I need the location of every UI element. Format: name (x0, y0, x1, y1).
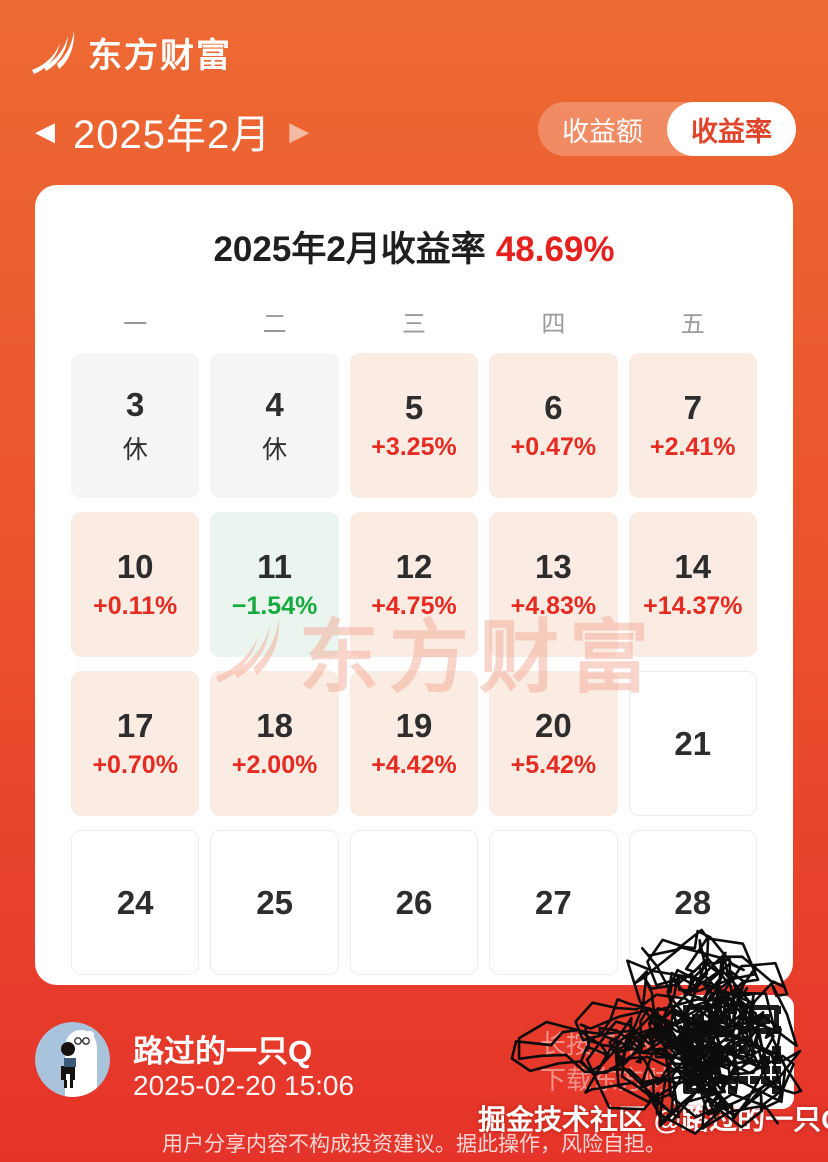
brand-name: 东方财富 (88, 37, 232, 75)
cell-day: 6 (544, 389, 563, 426)
cell-day: 25 (256, 883, 293, 921)
weekday-label: 三 (401, 311, 426, 338)
cell-day: 12 (395, 548, 433, 585)
calendar-grid: 3 休 4 休 5 +3.25% 6 +0.47% 7 +2.41% 10 +0.11% 11 −1.54… (35, 353, 793, 975)
disclaimer: 用户分享内容不构成投资建议。据此操作，风险自担。 (162, 1133, 666, 1156)
weekday-label: 五 (680, 311, 705, 338)
month-navigation: ◀ 2025年2月 ▶ (35, 102, 309, 160)
qr-code (672, 995, 794, 1109)
cell-value: +3.25% (371, 433, 457, 461)
calendar-cell-6[interactable]: 6 +0.47% (489, 353, 618, 498)
card-title: 2025年2月收益率 48.69% (35, 221, 793, 272)
cell-value: +14.37% (643, 592, 743, 620)
cell-value: +0.47% (510, 433, 597, 461)
cell-value: +5.42% (510, 751, 597, 779)
cell-day: 17 (116, 707, 154, 744)
cell-value: 休 (122, 435, 148, 464)
calendar-card: 2025年2月收益率 48.69% 一二三四五 3 休 4 休 5 +3.25% 6 +0.47… (35, 185, 793, 985)
calendar-cell-26[interactable]: 26 (349, 830, 479, 975)
prev-month-icon[interactable]: ◀ (35, 116, 55, 146)
calendar-cell-19[interactable]: 19 +4.42% (349, 671, 479, 816)
calendar-cell-21[interactable]: 21 (628, 671, 757, 816)
cell-day: 20 (535, 707, 572, 744)
cell-day: 21 (674, 724, 712, 762)
cell-value: 休 (262, 435, 288, 464)
cell-day: 18 (256, 707, 293, 744)
cell-day: 7 (683, 389, 702, 426)
cell-day: 3 (126, 385, 145, 423)
calendar-cell-24[interactable]: 24 (71, 830, 200, 975)
cell-day: 14 (674, 548, 712, 585)
toggle-rate[interactable]: 收益率 (667, 102, 796, 156)
calendar-cell-27[interactable]: 27 (489, 830, 618, 975)
cell-day: 27 (535, 883, 572, 921)
calendar-cell-28[interactable]: 28 (628, 830, 757, 975)
cell-day: 11 (257, 548, 293, 585)
avatar-illustration-icon (35, 1022, 110, 1097)
cell-day: 10 (116, 548, 154, 585)
username: 路过的一只Q (133, 1034, 313, 1069)
timestamp: 2025-02-20 15:06 (133, 1070, 355, 1101)
calendar-cell-14[interactable]: 14 +14.37% (628, 512, 757, 657)
calendar-cell-10[interactable]: 10 +0.11% (71, 512, 200, 657)
metric-toggle: 收益额 收益率 (538, 102, 796, 156)
cell-day: 5 (404, 389, 424, 426)
brand-logo: 东方财富 (30, 28, 232, 77)
calendar-cell-11[interactable]: 11 −1.54% (210, 512, 339, 657)
calendar-cell-13[interactable]: 13 +4.83% (489, 512, 618, 657)
calendar-cell-20[interactable]: 20 +5.42% (489, 671, 618, 816)
cell-value: +2.00% (231, 751, 318, 779)
eastmoney-swoosh-icon (32, 30, 75, 74)
calendar-cell-12[interactable]: 12 +4.75% (349, 512, 479, 657)
cell-value: +0.70% (92, 751, 178, 779)
cell-value: +4.83% (510, 592, 597, 620)
card-title-value: 48.69% (495, 230, 615, 269)
weekday-label: 四 (541, 311, 566, 338)
cell-day: 28 (674, 883, 712, 921)
weekday-label: 一 (123, 311, 148, 338)
cell-day: 13 (535, 548, 572, 585)
calendar-cell-5[interactable]: 5 +3.25% (349, 353, 479, 498)
cell-day: 4 (265, 385, 284, 423)
calendar-cell-18[interactable]: 18 +2.00% (210, 671, 339, 816)
avatar (35, 1022, 110, 1097)
cell-day: 26 (395, 883, 433, 921)
calendar-cell-25[interactable]: 25 (210, 830, 339, 975)
weekday-label: 二 (262, 311, 287, 338)
cell-day: 19 (395, 707, 433, 744)
card-title-text: 2025年2月收益率 (213, 230, 486, 269)
qr-pattern-icon (683, 1005, 781, 1094)
cell-value: −1.54% (231, 592, 318, 620)
calendar-cell-17[interactable]: 17 +0.70% (71, 671, 200, 816)
cell-value: +4.75% (371, 592, 457, 620)
toggle-amount[interactable]: 收益额 (562, 116, 643, 147)
cell-day: 24 (116, 883, 154, 921)
cell-value: +4.42% (371, 751, 457, 779)
month-label: 2025年2月 (73, 113, 272, 157)
next-month-icon[interactable]: ▶ (289, 116, 310, 146)
cell-value: +2.41% (650, 433, 736, 461)
weekday-row: 一二三四五 (35, 304, 793, 339)
cell-value: +0.11% (93, 592, 178, 620)
calendar-cell-7[interactable]: 7 +2.41% (628, 353, 757, 498)
